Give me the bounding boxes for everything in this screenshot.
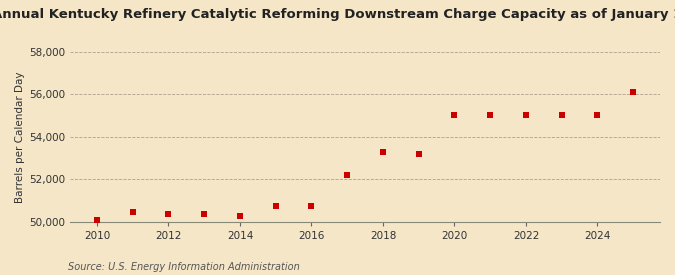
Point — [92, 218, 103, 222]
Text: Annual Kentucky Refinery Catalytic Reforming Downstream Charge Capacity as of Ja: Annual Kentucky Refinery Catalytic Refor… — [0, 8, 675, 21]
Point — [449, 112, 460, 117]
Y-axis label: Barrels per Calendar Day: Barrels per Calendar Day — [15, 71, 25, 203]
Point — [199, 212, 210, 216]
Point — [163, 212, 174, 216]
Text: Source: U.S. Energy Information Administration: Source: U.S. Energy Information Administ… — [68, 262, 299, 272]
Point — [592, 112, 603, 117]
Point — [628, 90, 639, 95]
Point — [128, 210, 138, 214]
Point — [413, 152, 424, 156]
Point — [234, 214, 245, 219]
Point — [520, 112, 531, 117]
Point — [377, 150, 388, 154]
Point — [485, 112, 495, 117]
Point — [342, 173, 352, 177]
Point — [306, 204, 317, 208]
Point — [270, 204, 281, 208]
Point — [556, 112, 567, 117]
